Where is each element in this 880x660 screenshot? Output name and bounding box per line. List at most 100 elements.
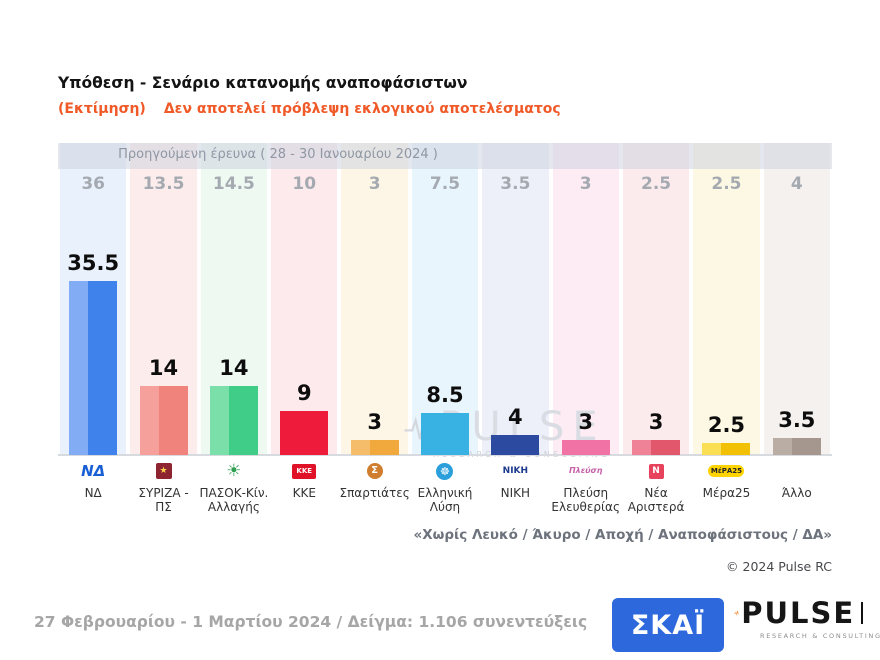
current-value-syriza-ps: 14	[148, 356, 179, 381]
pulse-logo: PULSE RESEARCH & CONSULTING	[734, 597, 880, 640]
bar-syriza-ps	[139, 386, 188, 455]
nea-aristera-logo: Ν	[621, 458, 691, 484]
spartiates-logo: Σ	[339, 458, 409, 484]
party-column-mera25: 2.5 2.5 ΜέΡΑ25 Μέρα25	[691, 143, 761, 523]
previous-value-spartiates: 3	[368, 174, 381, 194]
current-value-allo: 3.5	[778, 407, 816, 432]
party-column-syriza-ps: 13.5 14 ★ ΣΥΡΙΖΑ - ΠΣ	[128, 143, 198, 523]
bar-niki	[491, 435, 540, 455]
previous-value-nd: 36	[81, 174, 106, 194]
previous-value-mera25: 2.5	[711, 174, 742, 194]
party-name-kke: ΚΚΕ	[292, 486, 316, 500]
column-background-nea-aristera	[622, 143, 690, 455]
niki-logo: ΝΙΚΗ	[480, 458, 550, 484]
current-value-elliniki-lysi: 8.5	[426, 383, 464, 408]
disclaimer-text: Δεν αποτελεί πρόβλεψη εκλογικού αποτελέσ…	[163, 101, 561, 117]
current-value-mera25: 2.5	[707, 412, 746, 437]
column-background-plefsi-eleftherias	[552, 143, 619, 455]
elliniki-lysi-logo-glyph: ☸	[436, 462, 454, 480]
skai-logo-text: ΣΚΑΪ	[630, 609, 706, 641]
current-value-plefsi-eleftherias: 3	[578, 410, 594, 435]
party-name-mera25: Μέρα25	[702, 486, 751, 500]
party-name-nea-aristera: Νέα Αριστερά	[627, 486, 685, 514]
barcode-mark	[861, 602, 864, 624]
current-value-nea-aristera: 3	[648, 410, 664, 435]
column-background-mera25	[693, 143, 760, 455]
bar-nea-aristera	[632, 440, 681, 455]
pulse-wave-icon	[734, 610, 740, 616]
column-background-elliniki-lysi	[411, 143, 479, 455]
party-column-allo: 4 3.5 Άλλο	[762, 143, 832, 523]
previous-value-elliniki-lysi: 7.5	[429, 174, 461, 194]
pulse-logo-subtext: RESEARCH & CONSULTING	[760, 632, 880, 640]
previous-value-kke: 10	[292, 174, 317, 194]
bar-nd	[69, 281, 118, 455]
column-background-allo	[763, 143, 830, 455]
previous-value-nea-aristera: 2.5	[641, 174, 672, 194]
skai-logo: ΣΚΑΪ	[612, 598, 724, 652]
kke-logo: ΚΚΕ	[269, 458, 339, 484]
column-background-kke	[271, 143, 338, 455]
previous-survey-label: Προηγούμενη έρευνα ( 28 - 30 Ιανουαρίου …	[118, 147, 438, 162]
party-name-plefsi-eleftherias: Πλεύση Ελευθερίας	[551, 486, 620, 514]
bar-allo	[772, 437, 821, 455]
plefsi-eleftherias-logo: Πλεύση	[551, 458, 621, 484]
previous-value-niki: 3.5	[500, 174, 531, 194]
party-name-nd: ΝΔ	[84, 486, 102, 500]
party-name-niki: ΝΙΚΗ	[500, 486, 531, 500]
party-name-pasok: ΠΑΣΟΚ-Κίν. Αλλαγής	[199, 486, 269, 514]
party-name-spartiates: Σπαρτιάτες	[339, 486, 410, 500]
previous-value-plefsi-eleftherias: 3	[579, 174, 592, 194]
elliniki-lysi-logo: ☸	[410, 458, 480, 484]
current-value-kke: 9	[296, 380, 312, 405]
copyright-note: © 2024 Pulse RC	[726, 559, 832, 574]
previous-value-allo: 4	[790, 174, 803, 194]
previous-value-syriza-ps: 13.5	[142, 174, 185, 194]
syriza-ps-logo-glyph: ★	[155, 463, 172, 479]
party-column-niki: 3.5 4 ΝΙΚΗ ΝΙΚΗ	[480, 143, 550, 523]
column-background-niki	[482, 143, 549, 455]
page-title: Υπόθεση - Σενάριο κατανομής αναποφάσιστω…	[58, 74, 468, 92]
slide-subtitle: (Εκτίμηση) Δεν αποτελεί πρόβλεψη εκλογικο…	[58, 101, 561, 117]
bar-chart: Προηγούμενη έρευνα ( 28 - 30 Ιανουαρίου …	[58, 143, 832, 523]
party-column-nd: 36 35.5 ΝΔ ΝΔ	[58, 143, 128, 523]
party-column-pasok: 14.5 14 ☀ ΠΑΣΟΚ-Κίν. Αλλαγής	[199, 143, 269, 523]
party-name-allo: Άλλο	[781, 486, 812, 500]
mera25-logo: ΜέΡΑ25	[691, 458, 761, 484]
pasok-logo-glyph: ☀	[226, 460, 242, 481]
current-value-niki: 4	[508, 405, 523, 430]
spartiates-logo-glyph: Σ	[366, 463, 383, 479]
bar-spartiates	[350, 440, 399, 455]
mera25-logo-glyph: ΜέΡΑ25	[708, 465, 745, 477]
previous-survey-band: Προηγούμενη έρευνα ( 28 - 30 Ιανουαρίου …	[58, 143, 832, 169]
party-column-elliniki-lysi: 7.5 8.5 ☸ Ελληνική Λύση	[410, 143, 480, 523]
bar-plefsi-eleftherias	[561, 440, 610, 455]
kke-logo-glyph: ΚΚΕ	[292, 463, 317, 479]
party-column-plefsi-eleftherias: 3 3 Πλεύση Πλεύση Ελευθερίας	[551, 143, 621, 523]
previous-value-pasok: 14.5	[212, 174, 255, 194]
column-background-spartiates	[341, 143, 408, 455]
exclusions-note: «Χωρίς Λευκό / Άκυρο / Αποχή / Αναποφάσι…	[413, 527, 832, 543]
current-value-nd: 35.5	[67, 251, 120, 276]
pasok-logo: ☀	[199, 458, 269, 484]
current-value-pasok: 14	[219, 356, 249, 381]
party-column-kke: 10 9 ΚΚΕ ΚΚΕ	[269, 143, 339, 523]
bar-kke	[280, 410, 329, 455]
estimate-label: (Εκτίμηση)	[58, 101, 146, 117]
party-name-syriza-ps: ΣΥΡΙΖΑ - ΠΣ	[138, 486, 189, 514]
current-value-spartiates: 3	[367, 410, 382, 435]
party-name-elliniki-lysi: Ελληνική Λύση	[417, 486, 473, 514]
nd-logo-glyph: ΝΔ	[81, 461, 106, 480]
fieldwork-note: 27 Φεβρουαρίου - 1 Μαρτίου 2024 / Δείγμα…	[34, 613, 588, 631]
party-column-nea-aristera: 2.5 3 Ν Νέα Αριστερά	[621, 143, 691, 523]
nea-aristera-logo-glyph: Ν	[648, 463, 664, 479]
plefsi-eleftherias-logo-glyph: Πλεύση	[568, 466, 603, 475]
bar-elliniki-lysi	[420, 413, 469, 455]
bar-pasok	[209, 386, 258, 455]
nd-logo: ΝΔ	[58, 458, 128, 484]
niki-logo-glyph: ΝΙΚΗ	[502, 465, 529, 476]
allo-logo	[762, 458, 832, 484]
syriza-ps-logo: ★	[128, 458, 198, 484]
party-column-spartiates: 3 3 Σ Σπαρτιάτες	[339, 143, 410, 523]
